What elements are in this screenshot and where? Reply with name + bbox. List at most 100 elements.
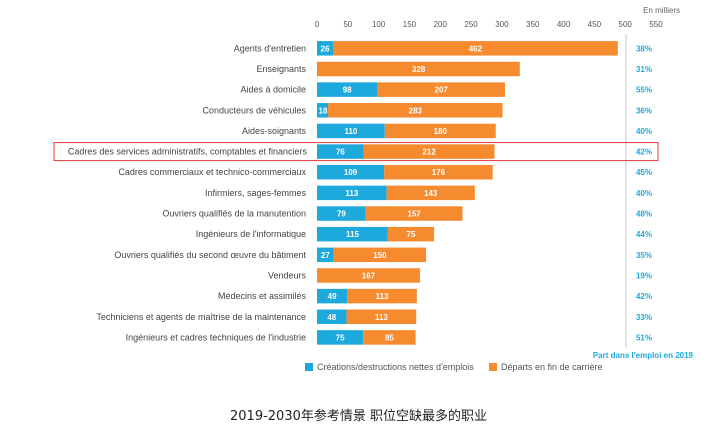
x-tick-label: 100 [372,20,386,29]
bar-created [317,144,364,159]
bar-created [317,330,364,345]
value-label-created: 75 [336,333,345,342]
value-label-created: 27 [321,251,330,260]
bar-created [317,185,387,201]
category-label: Enseignants [256,64,306,74]
legend-label-departures: Départs en fin de carrière [501,362,603,372]
share-value: 48% [636,210,652,219]
value-label-departures: 113 [375,313,388,322]
bar-created [317,82,378,97]
value-label-created: 109 [344,168,358,177]
value-label-departures: 462 [469,44,483,53]
category-label: Aides-soignants [242,126,307,136]
value-label-created: 76 [336,148,345,157]
bar-departures [346,309,417,325]
legend-created: Créations/destructions nettes d'emplois [305,362,474,372]
share-value: 40% [636,127,652,136]
x-tick-label: 400 [557,20,571,29]
bar-departures [384,123,496,139]
share-value: 42% [636,148,652,157]
bar-departures [333,41,618,56]
value-label-departures: 212 [422,148,436,157]
chart-rows: Agents d'entretien2646238%Enseignants132… [53,34,659,348]
value-label-departures: 75 [407,230,416,239]
share-value: 33% [636,313,652,322]
category-label: Agents d'entretien [234,43,306,53]
value-label-created: 18 [319,106,328,115]
bar-created [317,164,385,180]
category-label: Ouvriers qualifiés de la manutention [162,209,306,219]
unit-label: En milliers [643,6,680,15]
highlight-box [53,142,659,162]
category-label: Ingénieurs et cadres techniques de l'ind… [126,332,306,342]
value-label-created: 26 [321,44,330,53]
category-label: Cadres commerciaux et technico-commercia… [118,167,306,177]
x-tick-label: 550 [649,20,663,29]
x-axis-ticks: 0 50 100 150 200 250 300 350 400 450 500 550 [315,20,663,29]
x-tick-label: 150 [403,20,417,29]
share-value: 38% [636,44,652,53]
bar-created [317,309,347,325]
category-label: Aides à domicile [240,85,306,95]
bar-departures [377,82,505,97]
bar-departures [333,247,427,263]
value-label-departures: 328 [412,65,426,74]
bar-departures [317,61,520,77]
bar-departures [363,330,416,345]
bar-created [317,226,388,242]
value-label-departures: 85 [385,333,394,342]
category-label: Vendeurs [268,270,307,280]
share-value: 51% [636,333,652,342]
category-label: Conducteurs de véhicules [202,105,306,115]
bar-created [317,103,329,118]
chart-caption: 2019-2030年参考情景 职位空缺最多的职业 [230,409,487,424]
x-tick-label: 50 [343,20,352,29]
share-value: 36% [636,106,652,115]
value-label-departures: 113 [376,292,389,301]
category-label: Cadres des services administratifs, comp… [68,147,308,157]
legend-swatch-departures [489,363,497,371]
value-label-departures: 176 [432,168,446,177]
bar-departures [328,103,503,118]
bar-created [317,123,385,139]
share-value: 31% [636,65,652,74]
value-label-departures: 167 [362,271,376,280]
x-tick-label: 350 [526,20,540,29]
x-tick-label: 0 [315,20,320,29]
share-value: 42% [636,292,652,301]
bar-departures [365,206,463,221]
category-label: Ingénieurs de l'informatique [196,229,306,239]
share-value: 45% [636,168,652,177]
x-tick-label: 250 [464,20,478,29]
value-label-created: 79 [337,210,346,219]
category-label: Techniciens et agents de maîtrise de la … [96,312,306,322]
x-tick-label: 500 [619,20,633,29]
bar-departures [384,164,493,180]
stacked-bar-chart: 0 50 100 150 200 250 300 350 400 450 500 550 En mil… [53,6,694,360]
category-label: Médecins et assimilés [218,291,307,301]
x-tick-label: 200 [434,20,448,29]
category-label: Ouvriers qualifiés du second œuvre du bâ… [114,250,306,260]
value-label-departures: 143 [424,189,438,198]
share-value: 55% [636,86,652,95]
bar-departures [386,185,475,201]
value-label-created: 49 [328,292,337,301]
bar-created [317,247,334,263]
value-label-departures: 207 [435,86,449,95]
value-label-departures: 157 [407,210,421,219]
bar-created [317,61,318,77]
value-label-departures: 283 [409,106,423,115]
value-label-created: 110 [344,127,357,136]
bar-created [317,288,348,304]
value-label-created: 98 [343,86,352,95]
share-title: Part dans l'emploi en 2019 [593,351,694,360]
bar-departures [387,226,435,242]
value-label-departures: 150 [373,251,387,260]
x-tick-label: 450 [588,20,602,29]
share-value: 19% [636,271,652,280]
category-label: Infirmiers, sages-femmes [205,188,307,198]
bar-created [317,206,366,221]
value-label-created: 48 [327,313,336,322]
bar-departures [317,268,420,283]
legend-swatch-created [305,363,313,371]
